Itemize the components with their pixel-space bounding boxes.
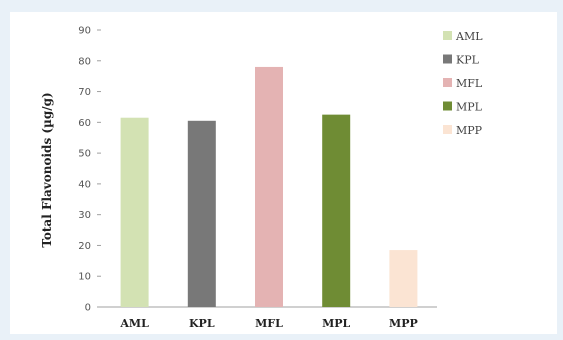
y-tick-label: 0 (85, 303, 91, 314)
legend-swatch-mpp (443, 125, 452, 134)
x-category-label: MFL (255, 317, 283, 330)
y-axis-label: Total Flavonoids (µg/g) (40, 92, 54, 247)
legend-label-mpp: MPP (456, 124, 483, 137)
x-category-label: MPL (322, 317, 350, 330)
bar-mpl (322, 114, 351, 307)
x-category-label: AML (119, 317, 149, 330)
y-tick-label: 80 (78, 56, 91, 67)
y-axis-ticks: 0 10 20 30 40 50 60 70 80 90 (78, 26, 101, 314)
chart-card (10, 12, 557, 334)
y-tick-label: 70 (78, 87, 91, 98)
y-tick-label: 50 (78, 149, 91, 160)
legend-label-mfl: MFL (456, 77, 483, 90)
y-tick-label: 60 (78, 118, 91, 129)
x-category-label: KPL (189, 317, 215, 330)
bar-mpp (389, 250, 418, 307)
x-category-label: MPP (389, 317, 418, 330)
y-tick-label: 20 (78, 241, 91, 252)
y-tick-label: 90 (78, 26, 91, 37)
legend-swatch-mfl (443, 78, 452, 87)
legend-swatch-aml (443, 31, 452, 40)
y-tick-label: 10 (78, 272, 91, 283)
bars (120, 66, 418, 308)
x-axis-categories: AML KPL MFL MPL MPP (119, 317, 417, 330)
y-tick-label: 40 (78, 179, 91, 190)
legend-label-aml: AML (455, 30, 483, 43)
legend-label-kpl: KPL (456, 54, 480, 67)
legend-swatch-mpl (443, 101, 452, 111)
legend-label-mpl: MPL (456, 101, 483, 114)
bar-aml (120, 117, 149, 307)
legend-swatch-kpl (443, 54, 452, 64)
bar-kpl (187, 120, 216, 308)
y-tick-label: 30 (78, 210, 91, 221)
legend: AML KPL MFL MPL MPP (443, 30, 483, 137)
bar-mfl (255, 66, 283, 307)
